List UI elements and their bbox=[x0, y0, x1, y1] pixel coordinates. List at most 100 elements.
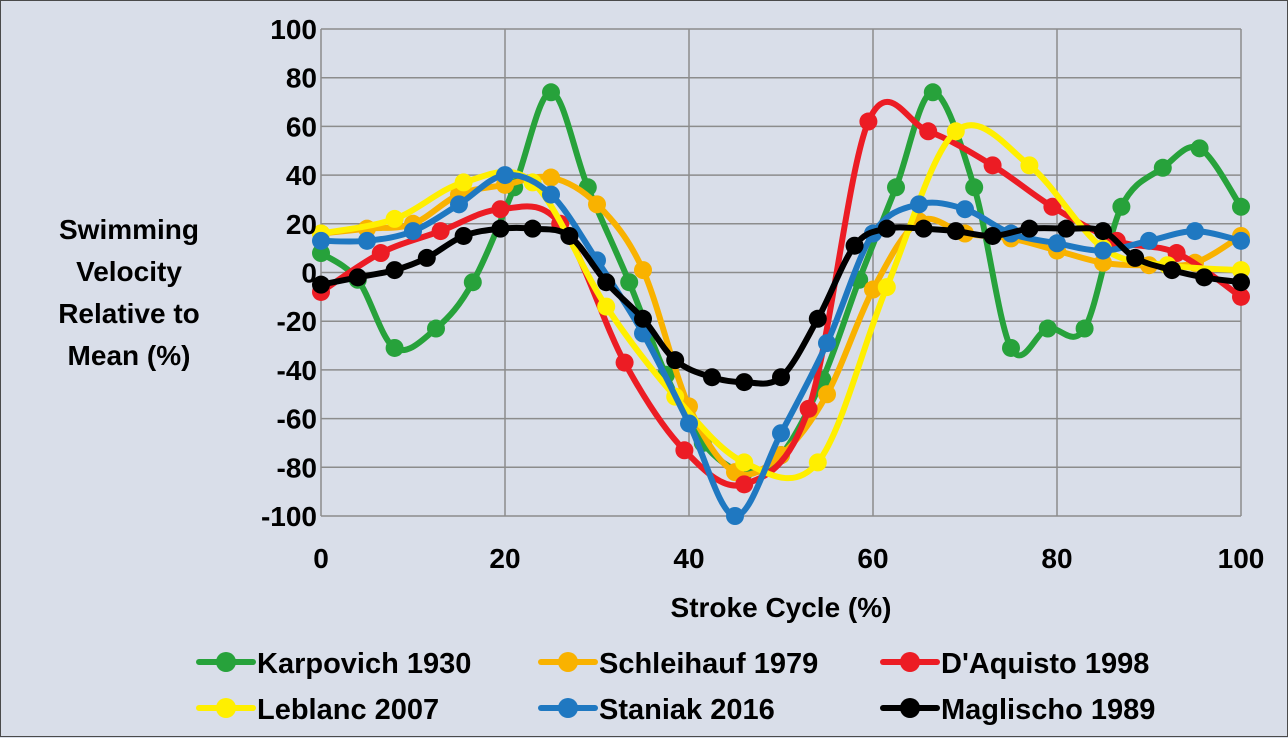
legend-item: Maglischo 1989 bbox=[880, 694, 1155, 726]
data-point bbox=[887, 178, 905, 197]
x-tick-label: 0 bbox=[313, 543, 329, 574]
legend-label: Karpovich 1930 bbox=[257, 648, 471, 680]
data-point bbox=[919, 122, 938, 141]
data-point bbox=[1094, 241, 1112, 260]
data-point bbox=[1232, 231, 1250, 250]
data-point bbox=[542, 185, 560, 204]
legend-label: Maglischo 1989 bbox=[941, 694, 1155, 726]
data-point bbox=[542, 83, 560, 102]
y-tick-label: 0 bbox=[301, 258, 317, 289]
data-point bbox=[491, 200, 510, 219]
legend-item: Karpovich 1930 bbox=[196, 648, 471, 680]
legend-swatch-marker bbox=[900, 698, 920, 718]
data-point bbox=[845, 236, 864, 255]
data-point bbox=[358, 231, 376, 250]
y-axis-title: Swimming Velocity Relative to Mean (%) bbox=[58, 214, 200, 371]
data-point bbox=[923, 83, 942, 102]
data-point bbox=[1153, 158, 1172, 177]
data-point bbox=[542, 168, 560, 187]
data-point bbox=[735, 373, 754, 392]
data-point bbox=[615, 353, 634, 372]
grid bbox=[320, 28, 1242, 517]
data-point bbox=[454, 173, 473, 192]
data-point bbox=[1163, 261, 1181, 280]
data-point bbox=[620, 273, 639, 292]
data-point bbox=[864, 280, 882, 299]
legend-label: Staniak 2016 bbox=[599, 694, 775, 726]
legend-item: D'Aquisto 1998 bbox=[880, 648, 1149, 680]
data-point bbox=[1048, 234, 1066, 253]
data-point bbox=[431, 222, 450, 241]
data-point bbox=[983, 156, 1002, 175]
data-point bbox=[799, 399, 818, 418]
data-point bbox=[1126, 248, 1145, 267]
x-tick-label: 100 bbox=[1218, 543, 1265, 574]
data-point bbox=[675, 441, 694, 460]
data-point bbox=[877, 219, 896, 238]
legend-label: Leblanc 2007 bbox=[257, 694, 439, 726]
y-axis-title-line: Swimming bbox=[59, 214, 199, 245]
legend-item: Leblanc 2007 bbox=[196, 694, 439, 726]
data-point bbox=[735, 475, 754, 494]
data-point bbox=[1043, 197, 1062, 216]
data-point bbox=[1057, 219, 1076, 238]
x-tick-label: 60 bbox=[857, 543, 888, 574]
y-axis-title-line: Mean (%) bbox=[68, 340, 191, 371]
y-tick-label: -80 bbox=[277, 452, 317, 483]
data-point bbox=[597, 297, 616, 316]
series-0 bbox=[312, 83, 1250, 482]
data-point bbox=[859, 112, 878, 131]
x-tick-label: 80 bbox=[1041, 543, 1072, 574]
data-point bbox=[463, 273, 482, 292]
y-tick-label: 100 bbox=[270, 14, 317, 45]
data-point bbox=[560, 226, 579, 245]
data-point bbox=[956, 200, 974, 219]
y-tick-label: 20 bbox=[286, 209, 317, 240]
data-point bbox=[772, 424, 790, 443]
data-point bbox=[312, 275, 330, 294]
data-point bbox=[735, 453, 754, 472]
series-line bbox=[318, 122, 1244, 482]
y-tick-label: -100 bbox=[261, 501, 317, 532]
data-point bbox=[523, 219, 542, 238]
data-point bbox=[983, 226, 1002, 245]
data-point bbox=[454, 226, 473, 245]
data-point bbox=[450, 195, 468, 214]
x-axis-title: Stroke Cycle (%) bbox=[671, 592, 892, 623]
data-point bbox=[877, 278, 896, 297]
legend: Karpovich 1930 Schleihauf 1979 D'Aquisto 1… bbox=[196, 648, 1155, 726]
tick-labels: -100 -80 -60 -40 -20 0 20 40 60 80 100 0 20 40 60 80 100 bbox=[261, 14, 1264, 574]
legend-label: D'Aquisto 1998 bbox=[941, 648, 1149, 680]
y-tick-label: -20 bbox=[277, 306, 317, 337]
data-point bbox=[965, 178, 984, 197]
data-point bbox=[588, 195, 606, 214]
data-point bbox=[404, 222, 422, 241]
data-point bbox=[371, 244, 390, 263]
data-point bbox=[385, 209, 404, 228]
data-point bbox=[491, 219, 510, 238]
y-tick-label: -40 bbox=[277, 355, 317, 386]
data-point bbox=[808, 309, 827, 328]
y-axis-title-line: Relative to bbox=[58, 298, 200, 329]
data-point bbox=[1094, 222, 1112, 241]
legend-swatch-marker bbox=[216, 652, 236, 672]
data-point bbox=[1232, 273, 1250, 292]
series-line bbox=[318, 171, 1244, 519]
legend-swatch-marker bbox=[216, 698, 236, 718]
series-4 bbox=[312, 166, 1250, 525]
legend-swatch-marker bbox=[558, 698, 578, 718]
data-point bbox=[385, 338, 404, 357]
data-point bbox=[946, 222, 965, 241]
data-point bbox=[914, 219, 933, 238]
legend-swatch-marker bbox=[900, 652, 920, 672]
data-point bbox=[703, 368, 721, 387]
y-tick-label: 80 bbox=[286, 63, 317, 94]
data-point bbox=[597, 273, 616, 292]
data-point bbox=[634, 309, 652, 328]
data-point bbox=[726, 507, 744, 525]
data-point bbox=[1190, 139, 1209, 158]
data-point bbox=[348, 268, 367, 287]
y-tick-label: -60 bbox=[277, 404, 317, 435]
